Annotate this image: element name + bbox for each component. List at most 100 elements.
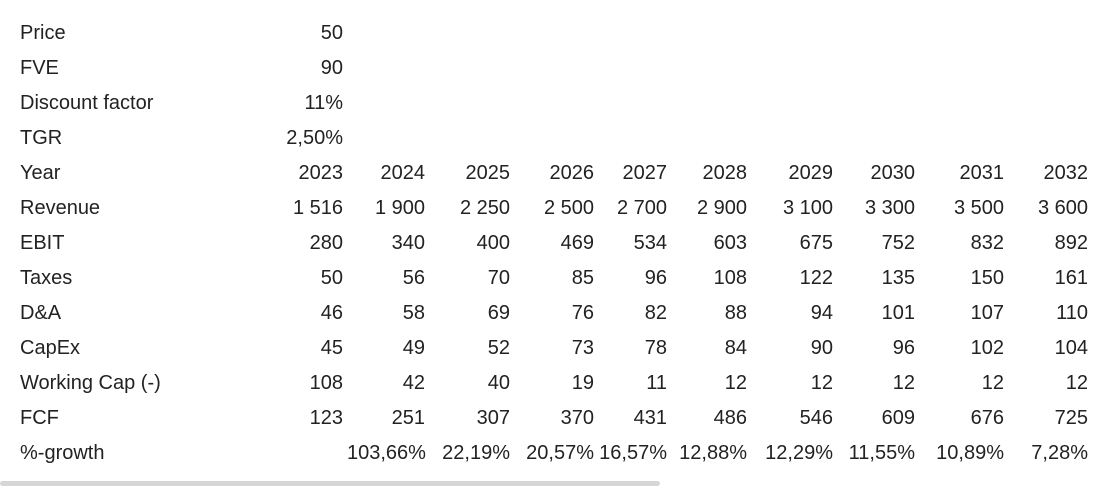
row-label[interactable]: EBIT xyxy=(20,232,65,254)
row-label[interactable]: D&A xyxy=(20,302,62,324)
row-label[interactable]: Year xyxy=(20,162,61,184)
cell-value[interactable]: 752 xyxy=(881,232,915,254)
cell-value[interactable]: 11,55% xyxy=(848,442,915,464)
cell-value[interactable]: 101 xyxy=(881,302,915,324)
cell-value[interactable]: 69 xyxy=(487,302,510,324)
cell-value[interactable]: 676 xyxy=(970,407,1004,429)
cell-value[interactable]: 3 300 xyxy=(864,197,915,219)
cell-value[interactable]: 10,89% xyxy=(936,442,1004,464)
cell-value[interactable]: 19 xyxy=(571,372,594,394)
cell-value[interactable]: 16,57% xyxy=(599,442,667,464)
cell-value[interactable]: 135 xyxy=(881,267,915,289)
row-label[interactable]: Price xyxy=(20,22,66,44)
cell-value[interactable]: 1 516 xyxy=(292,197,343,219)
row-label[interactable]: CapEx xyxy=(20,337,81,359)
cell-value[interactable]: 431 xyxy=(633,407,667,429)
cell-value[interactable]: 603 xyxy=(713,232,747,254)
cell-value[interactable]: 50 xyxy=(320,22,343,44)
cell-value[interactable]: 892 xyxy=(1054,232,1088,254)
cell-value[interactable]: 42 xyxy=(402,372,425,394)
cell-value[interactable]: 2026 xyxy=(549,162,595,184)
cell-value[interactable]: 108 xyxy=(713,267,747,289)
cell-value[interactable]: 96 xyxy=(892,337,915,359)
cell-value[interactable]: 46 xyxy=(320,302,343,324)
cell-value[interactable]: 12,29% xyxy=(765,442,833,464)
row-label[interactable]: %-growth xyxy=(20,442,105,464)
cell-value[interactable]: 56 xyxy=(402,267,425,289)
cell-value[interactable]: 161 xyxy=(1054,267,1088,289)
row-label[interactable]: Taxes xyxy=(20,267,73,289)
cell-value[interactable]: 7,28% xyxy=(1031,442,1088,464)
cell-value[interactable]: 12 xyxy=(724,372,747,394)
cell-value[interactable]: 2032 xyxy=(1043,162,1089,184)
cell-value[interactable]: 3 500 xyxy=(953,197,1004,219)
cell-value[interactable]: 2029 xyxy=(788,162,834,184)
cell-value[interactable]: 469 xyxy=(560,232,594,254)
cell-value[interactable]: 3 600 xyxy=(1037,197,1088,219)
cell-value[interactable]: 2024 xyxy=(380,162,426,184)
cell-value[interactable]: 2 900 xyxy=(696,197,747,219)
cell-value[interactable]: 85 xyxy=(571,267,594,289)
cell-value[interactable]: 340 xyxy=(391,232,425,254)
cell-value[interactable]: 675 xyxy=(799,232,833,254)
cell-value[interactable]: 2028 xyxy=(702,162,748,184)
cell-value[interactable]: 110 xyxy=(1056,302,1088,324)
cell-value[interactable]: 122 xyxy=(799,267,833,289)
cell-value[interactable]: 104 xyxy=(1054,337,1088,359)
cell-value[interactable]: 11% xyxy=(304,92,343,114)
cell-value[interactable]: 20,57% xyxy=(526,442,594,464)
cell-value[interactable]: 11 xyxy=(646,372,667,394)
row-label[interactable]: Discount factor xyxy=(20,92,154,114)
cell-value[interactable]: 12 xyxy=(1065,372,1088,394)
cell-value[interactable]: 2 250 xyxy=(459,197,510,219)
cell-value[interactable]: 2027 xyxy=(622,162,668,184)
cell-value[interactable]: 251 xyxy=(391,407,425,429)
cell-value[interactable]: 12 xyxy=(810,372,833,394)
cell-value[interactable]: 370 xyxy=(560,407,594,429)
cell-value[interactable]: 12 xyxy=(981,372,1004,394)
cell-value[interactable]: 3 100 xyxy=(782,197,833,219)
cell-value[interactable]: 108 xyxy=(309,372,343,394)
cell-value[interactable]: 2031 xyxy=(959,162,1005,184)
cell-value[interactable]: 90 xyxy=(320,57,343,79)
cell-value[interactable]: 70 xyxy=(487,267,510,289)
cell-value[interactable]: 2 700 xyxy=(616,197,667,219)
cell-value[interactable]: 94 xyxy=(810,302,833,324)
cell-value[interactable]: 49 xyxy=(402,337,425,359)
cell-value[interactable]: 90 xyxy=(810,337,833,359)
row-label[interactable]: Working Cap (-) xyxy=(20,372,161,394)
cell-value[interactable]: 1 900 xyxy=(374,197,425,219)
row-label[interactable]: FCF xyxy=(20,407,59,429)
cell-value[interactable]: 76 xyxy=(571,302,594,324)
cell-value[interactable]: 2025 xyxy=(465,162,511,184)
cell-value[interactable]: 12,88% xyxy=(679,442,747,464)
cell-value[interactable]: 486 xyxy=(713,407,747,429)
cell-value[interactable]: 84 xyxy=(724,337,747,359)
cell-value[interactable]: 400 xyxy=(476,232,510,254)
cell-value[interactable]: 103,66% xyxy=(347,442,426,464)
cell-value[interactable]: 45 xyxy=(320,337,343,359)
cell-value[interactable]: 88 xyxy=(724,302,747,324)
cell-value[interactable]: 2 500 xyxy=(543,197,594,219)
cell-value[interactable]: 307 xyxy=(476,407,510,429)
cell-value[interactable]: 546 xyxy=(799,407,833,429)
row-label[interactable]: TGR xyxy=(20,127,63,149)
cell-value[interactable]: 123 xyxy=(309,407,343,429)
cell-value[interactable]: 534 xyxy=(633,232,667,254)
cell-value[interactable]: 725 xyxy=(1054,407,1088,429)
cell-value[interactable]: 50 xyxy=(320,267,343,289)
cell-value[interactable]: 40 xyxy=(487,372,510,394)
cell-value[interactable]: 609 xyxy=(881,407,915,429)
scrollbar[interactable] xyxy=(0,481,660,486)
cell-value[interactable]: 2023 xyxy=(298,162,344,184)
cell-value[interactable]: 96 xyxy=(644,267,667,289)
cell-value[interactable]: 58 xyxy=(402,302,425,324)
cell-value[interactable]: 52 xyxy=(487,337,510,359)
cell-value[interactable]: 2030 xyxy=(870,162,916,184)
row-label[interactable]: FVE xyxy=(20,57,59,79)
row-label[interactable]: Revenue xyxy=(20,197,101,219)
cell-value[interactable]: 78 xyxy=(644,337,667,359)
cell-value[interactable]: 832 xyxy=(970,232,1004,254)
cell-value[interactable]: 12 xyxy=(892,372,915,394)
cell-value[interactable]: 150 xyxy=(970,267,1004,289)
